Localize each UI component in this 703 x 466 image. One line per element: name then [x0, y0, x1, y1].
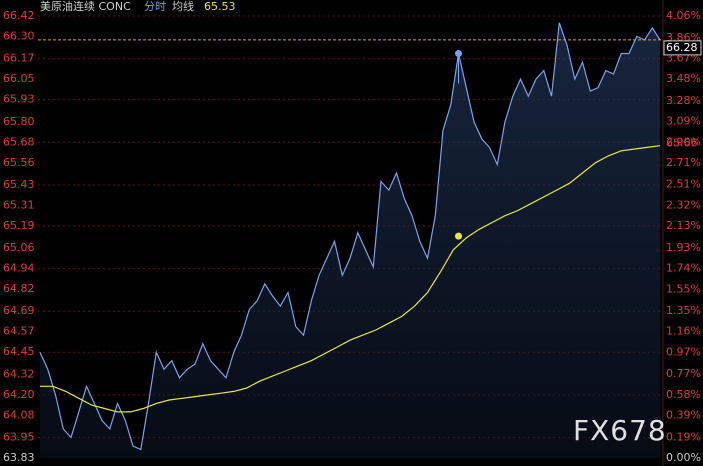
y-tick-label: 64.82: [3, 282, 35, 295]
y2-tick-label: 1.93%: [666, 241, 701, 254]
y2-tick-label: 0.58%: [666, 388, 701, 401]
y2-tick-label: 1.74%: [666, 262, 701, 275]
last-price-box: [663, 40, 702, 56]
y-tick-label: 65.80: [3, 115, 35, 128]
y-tick-label: 64.57: [3, 325, 35, 338]
y-tick-label: 63.83: [3, 451, 35, 464]
y-tick-label: 65.93: [3, 93, 35, 106]
y2-tick-label: 0.19%: [666, 430, 701, 443]
y2-tick-label: 0.77%: [666, 367, 701, 380]
y-tick-label: 64.32: [3, 367, 35, 380]
y-tick-label: 64.94: [3, 262, 35, 275]
highlight-average-dot: [455, 232, 462, 240]
average-value: 65.53: [204, 0, 236, 13]
y-tick-label: 66.05: [3, 72, 35, 85]
last-price-label: 66.28: [666, 41, 698, 54]
highlight-price-dot: [455, 50, 462, 58]
y-tick-label: 64.08: [3, 408, 35, 421]
y-tick-label: 64.20: [3, 388, 35, 401]
y-tick-label: 65.43: [3, 178, 35, 191]
y2-tick-label: 0.00%: [666, 451, 701, 464]
y-tick-label: 66.30: [3, 29, 35, 42]
average-line: [40, 145, 661, 413]
last-average-label: 65.66: [666, 137, 698, 150]
y-tick-label: 64.45: [3, 345, 35, 358]
y-tick-label: 65.56: [3, 156, 35, 169]
y2-tick-label: 3.48%: [666, 72, 701, 85]
y-tick-label: 63.95: [3, 431, 35, 444]
y2-tick-label: 2.90%: [666, 135, 701, 148]
price-line: [39, 22, 661, 451]
y2-tick-label: 1.55%: [666, 282, 701, 295]
y-tick-label: 64.69: [3, 304, 35, 317]
y2-tick-label: 0.97%: [666, 345, 701, 358]
y-tick-label: 65.06: [3, 241, 35, 254]
y2-tick-label: 3.09%: [666, 115, 701, 128]
y-tick-label: 65.19: [3, 219, 35, 232]
mode-label: 分时: [144, 0, 166, 13]
watermark: FX678: [573, 414, 667, 447]
y2-tick-label: 4.06%: [666, 9, 701, 22]
y2-tick-label: 2.51%: [666, 178, 701, 191]
average-label: 均线: [172, 0, 194, 13]
y2-tick-label: 0.39%: [666, 409, 701, 422]
y2-tick-label: 3.28%: [666, 94, 701, 107]
y2-tick-label: 2.32%: [666, 198, 701, 211]
y2-tick-label: 2.71%: [666, 156, 701, 169]
y2-tick-label: 1.35%: [666, 304, 701, 317]
chart-title: 美原油连续 CONC: [40, 0, 131, 13]
price-area: [40, 22, 660, 459]
y-tick-label: 65.68: [3, 135, 35, 148]
y-tick-label: 65.31: [3, 198, 35, 211]
y-tick-label: 66.17: [3, 52, 35, 65]
y2-tick-label: 1.16%: [666, 325, 701, 338]
y2-tick-label: 2.13%: [666, 219, 701, 232]
y-tick-label: 66.42: [3, 9, 35, 22]
